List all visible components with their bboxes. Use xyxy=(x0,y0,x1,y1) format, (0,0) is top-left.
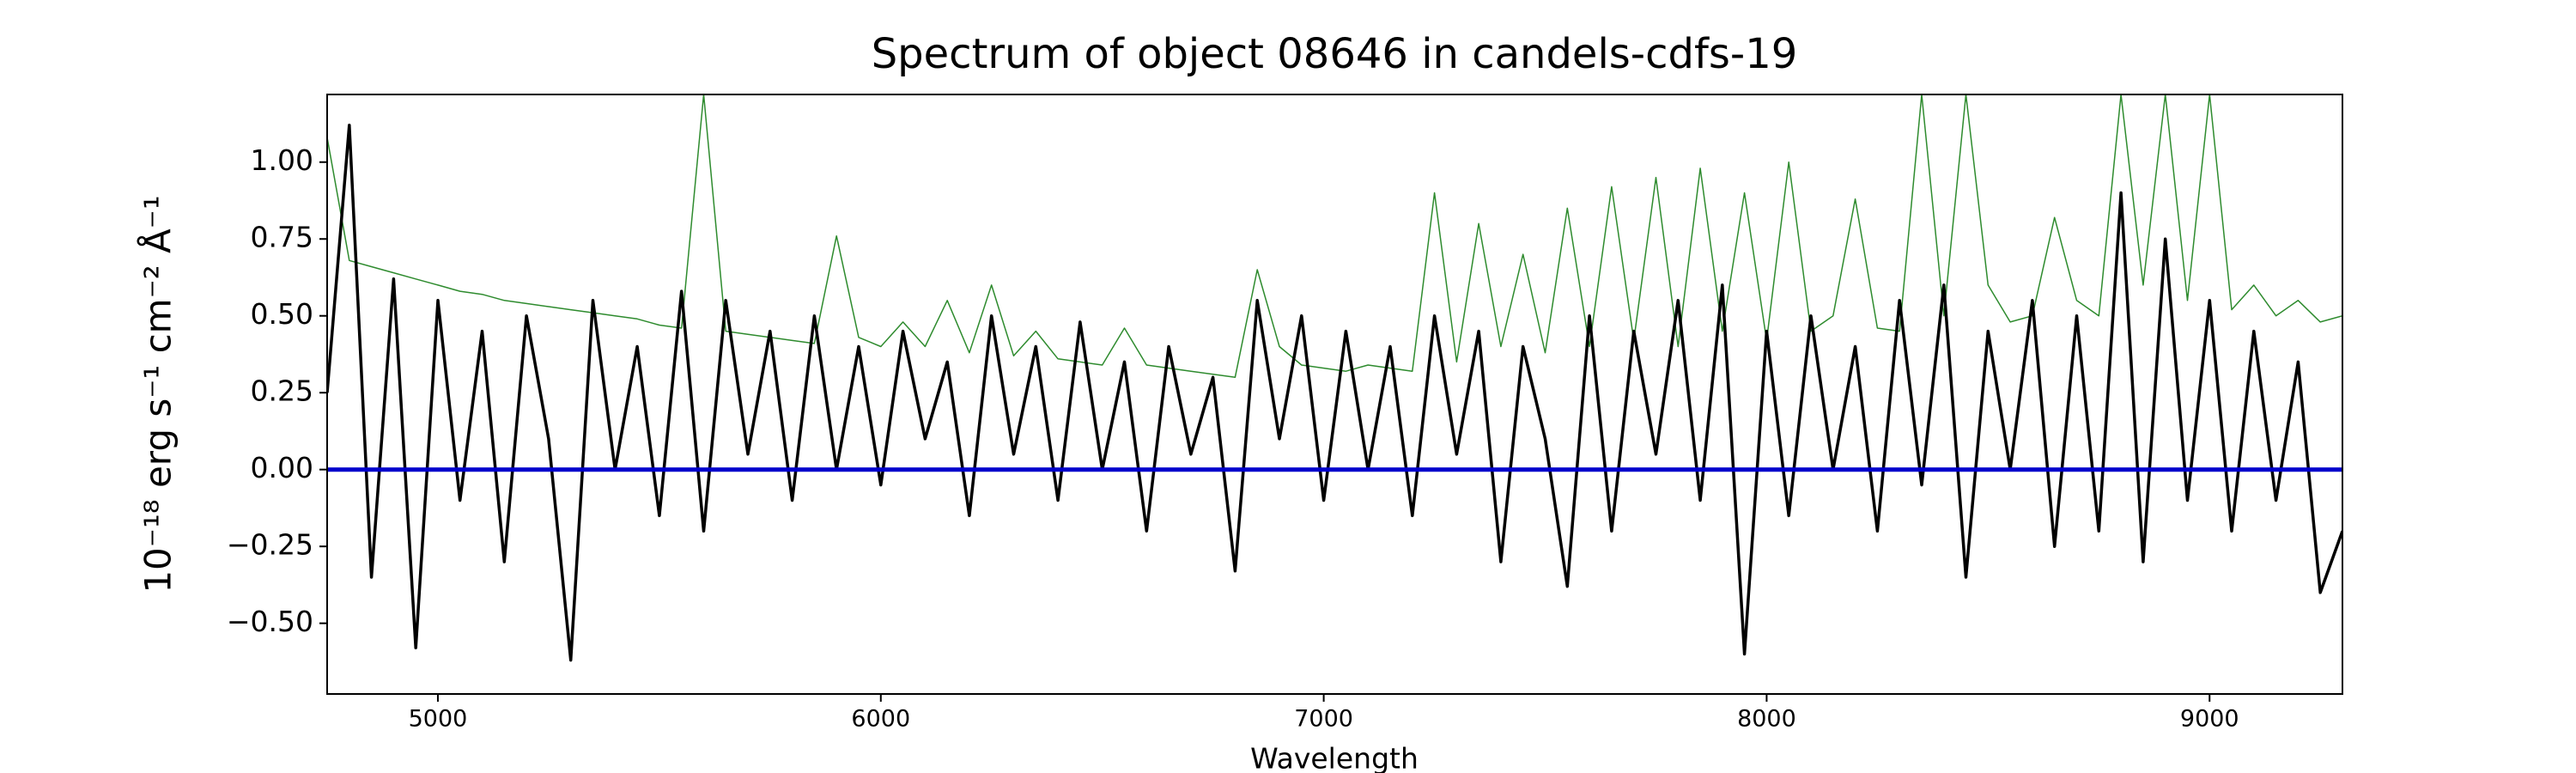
y-tick-label: 0.50 xyxy=(251,297,313,331)
x-tick-label: 7000 xyxy=(1294,706,1353,733)
y-tick-label: 0.75 xyxy=(251,221,313,254)
y-tick-label: 1.00 xyxy=(251,143,313,177)
y-axis-label: 10⁻¹⁸ erg s⁻¹ cm⁻² Å⁻¹ xyxy=(137,195,179,593)
series-line xyxy=(327,124,2342,662)
y-tick-label: 0.25 xyxy=(251,374,313,408)
y-tick-label: 0.00 xyxy=(251,451,313,484)
x-tick-label: 5000 xyxy=(409,706,468,733)
x-tick-label: 6000 xyxy=(851,706,910,733)
plot-lines xyxy=(327,94,2342,662)
x-tick-label: 8000 xyxy=(1737,706,1796,733)
x-axis-label: Wavelength xyxy=(1250,742,1419,773)
y-tick-label: −0.50 xyxy=(227,605,313,638)
x-tick-label: 9000 xyxy=(2180,706,2239,733)
series-line xyxy=(327,94,2342,379)
y-tick-label: −0.25 xyxy=(227,528,313,562)
chart-title: Spectrum of object 08646 in candels-cdfs… xyxy=(872,30,1798,78)
plot-frame xyxy=(326,94,2343,695)
